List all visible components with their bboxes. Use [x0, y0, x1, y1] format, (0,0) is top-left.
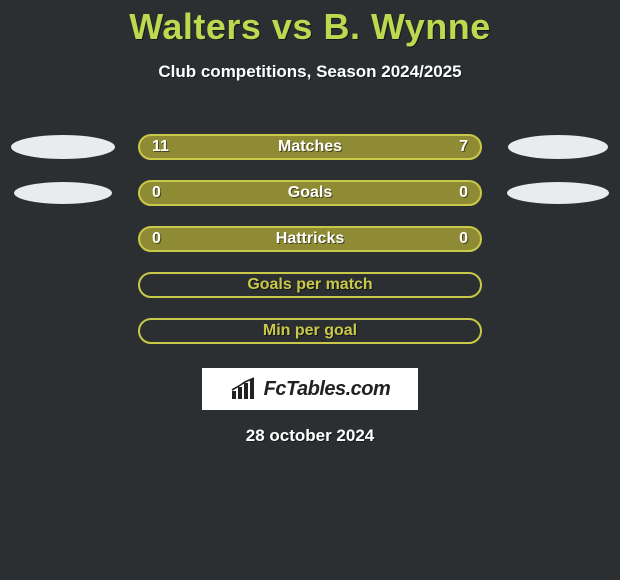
stat-label: Goals [288, 184, 332, 202]
stat-bar: Min per goal [138, 318, 482, 344]
comparison-card: Walters vs B. Wynne Club competitions, S… [0, 0, 620, 580]
stat-label: Hattricks [276, 230, 344, 248]
page-title: Walters vs B. Wynne [0, 6, 620, 48]
stat-row: Min per goal [0, 308, 620, 354]
stat-left-value: 0 [152, 184, 161, 202]
stat-label: Matches [278, 138, 342, 156]
ellipse-icon [14, 182, 112, 204]
stat-row: 0 Hattricks 0 [0, 216, 620, 262]
ellipse-icon [11, 135, 115, 159]
left-mark [5, 182, 120, 204]
stat-bar: 0 Goals 0 [138, 180, 482, 206]
left-mark [5, 135, 120, 159]
stat-rows: 11 Matches 7 0 Goals 0 0 [0, 124, 620, 354]
stat-row: 0 Goals 0 [0, 170, 620, 216]
ellipse-icon [508, 135, 608, 159]
stat-row: 11 Matches 7 [0, 124, 620, 170]
logo-text: FcTables.com [264, 378, 391, 401]
stat-right-value: 0 [459, 230, 468, 248]
fctables-logo: FcTables.com [202, 368, 418, 410]
ellipse-icon [507, 182, 609, 204]
stat-right-value: 7 [459, 138, 468, 156]
date-text: 28 october 2024 [0, 426, 620, 446]
stat-label: Min per goal [263, 322, 357, 340]
bar-chart-icon [230, 377, 258, 401]
stat-left-value: 0 [152, 230, 161, 248]
stat-right-value: 0 [459, 184, 468, 202]
stat-label: Goals per match [247, 276, 372, 294]
stat-left-value: 11 [152, 138, 169, 156]
right-mark [500, 135, 615, 159]
right-mark [500, 182, 615, 204]
stat-bar: 0 Hattricks 0 [138, 226, 482, 252]
stat-bar: Goals per match [138, 272, 482, 298]
subtitle: Club competitions, Season 2024/2025 [0, 62, 620, 82]
stat-bar: 11 Matches 7 [138, 134, 482, 160]
stat-row: Goals per match [0, 262, 620, 308]
